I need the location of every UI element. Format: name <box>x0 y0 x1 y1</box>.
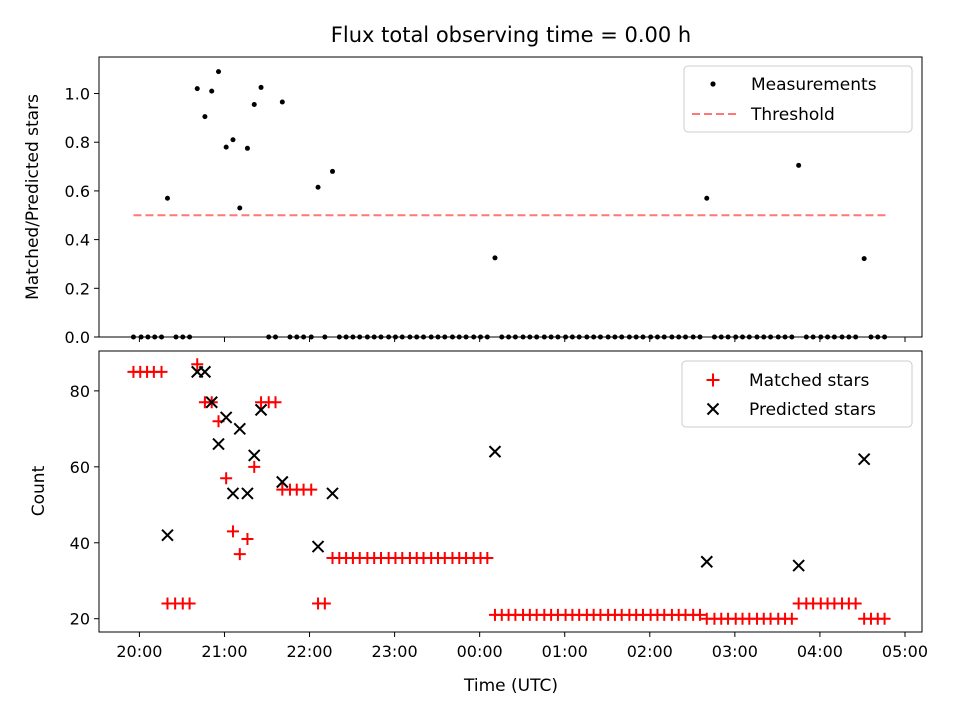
legend-predicted-stars-marker <box>706 402 720 416</box>
matched-star-marker <box>191 358 204 371</box>
predicted-star-marker <box>212 437 225 451</box>
x-tick-label: 03:00 <box>712 642 758 661</box>
panel-2-frame <box>98 350 923 633</box>
predicted-star-marker <box>857 453 871 466</box>
measurement-point <box>164 195 170 201</box>
measurement-point <box>704 195 710 201</box>
predicted-star-marker <box>248 449 261 462</box>
panel-2-y-tick-label: 40 <box>70 534 90 553</box>
matched-star-marker <box>155 365 168 378</box>
legend-threshold-label: Threshold <box>750 105 835 125</box>
panel-1-plot: 0.0 0.2 0.4 0.6 0.8 1.0 <box>65 56 923 347</box>
measurement-point <box>202 114 208 120</box>
measurement-point <box>330 168 336 174</box>
matched-star-marker <box>878 612 891 625</box>
panel-1-y-tick-label: 0.6 <box>65 182 90 201</box>
matched-star-marker <box>318 597 331 610</box>
panel-1-y-tick-label: 0.0 <box>65 328 90 347</box>
predicted-star-marker <box>241 487 254 500</box>
matched-star-marker <box>248 460 261 473</box>
predicted-star-marker <box>276 475 289 489</box>
predicted-star-marker <box>161 528 174 542</box>
matched-star-marker <box>226 525 239 538</box>
panel-1-legend: Measurements Threshold <box>683 65 913 133</box>
panel-1-frame <box>98 56 923 338</box>
measurement-point <box>315 184 321 190</box>
chart-title: Flux total observing time = 0.00 h <box>331 23 691 47</box>
predicted-star-marker <box>311 540 325 553</box>
x-tick-label: 22:00 <box>286 642 332 661</box>
predicted-star-marker <box>488 445 502 458</box>
predicted-star-marker <box>226 487 240 500</box>
predicted-star-marker <box>198 365 212 379</box>
panel-2-y-tick-label: 20 <box>70 610 90 629</box>
panel-1-y-tick-label: 0.2 <box>65 279 90 298</box>
x-tick-label: 21:00 <box>201 642 247 661</box>
legend-measurements-marker <box>710 81 716 87</box>
measurement-point <box>230 137 236 143</box>
matched-star-marker <box>269 396 282 409</box>
measurement-point <box>194 86 200 92</box>
matched-star-marker <box>693 608 706 621</box>
legend-predicted-stars-label: Predicted stars <box>749 400 876 420</box>
measurement-point <box>223 144 229 150</box>
matched-star-marker <box>305 483 318 496</box>
x-tick-label: 23:00 <box>372 642 418 661</box>
measurement-point <box>251 101 257 107</box>
x-tick-label: 20:00 <box>116 642 162 661</box>
x-tick-label: 02:00 <box>627 642 673 661</box>
x-tick-label: 01:00 <box>542 642 588 661</box>
panel-1-y-tick-label: 0.4 <box>65 231 90 250</box>
panel-2-y-tick-label: 60 <box>70 458 90 477</box>
x-tick-label: 00:00 <box>457 642 503 661</box>
panel-2-legend: Matched stars Predicted stars <box>681 360 913 428</box>
matched-star-marker <box>785 612 798 625</box>
measurement-point <box>244 145 250 151</box>
predicted-star-marker <box>219 411 233 424</box>
predicted-star-marker <box>205 396 218 409</box>
x-tick-label: 05:00 <box>882 642 928 661</box>
panel-2-y-tick-label: 80 <box>70 382 90 401</box>
measurement-point <box>861 256 867 262</box>
predicted-star-marker <box>254 403 268 417</box>
panel-2-y-label: Count <box>29 465 49 516</box>
measurement-point <box>258 84 264 90</box>
panel-1-legend-box <box>683 65 913 133</box>
legend-measurements-label: Measurements <box>751 75 877 95</box>
matched-star-marker <box>183 597 196 610</box>
predicted-star-marker <box>326 487 339 500</box>
matched-star-marker <box>849 597 862 610</box>
measurement-point <box>796 162 802 168</box>
matched-star-marker <box>481 551 494 564</box>
matched-star-marker <box>233 548 246 561</box>
measurement-point <box>237 205 243 211</box>
legend-matched-stars-label: Matched stars <box>749 371 869 391</box>
measurement-point <box>216 69 222 75</box>
panel-1-y-tick-label: 0.8 <box>65 133 90 152</box>
panel-2-legend-box <box>681 360 913 428</box>
panel-2-plot: 20 40 60 80 20:00 21:00 22:00 23:00 00:00 01:00 02… <box>70 350 928 661</box>
x-axis-label: Time (UTC) <box>463 676 558 696</box>
measurement-point <box>279 99 285 105</box>
measurement-point <box>209 88 215 94</box>
matched-star-marker <box>220 472 233 485</box>
predicted-star-marker <box>700 555 713 568</box>
matched-star-marker <box>241 532 254 545</box>
measurement-point <box>492 255 498 261</box>
predicted-star-marker <box>233 422 246 436</box>
panel-1-y-label: Matched/Predicted stars <box>23 94 43 300</box>
predicted-star-marker <box>792 559 805 572</box>
x-tick-label: 04:00 <box>797 642 843 661</box>
panel-1-y-tick-label: 1.0 <box>65 85 90 104</box>
legend-matched-stars-marker <box>706 373 720 387</box>
